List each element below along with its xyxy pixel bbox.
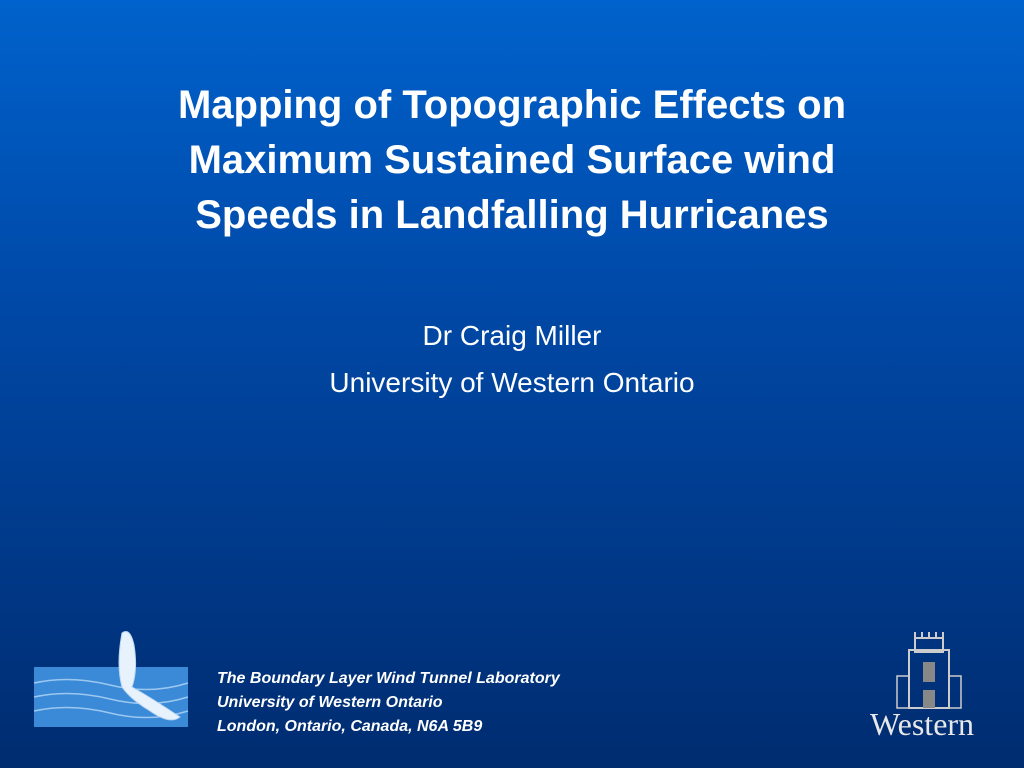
logo-text: Western: [870, 706, 975, 742]
title-line: Speeds in Landfalling Hurricanes: [195, 193, 829, 237]
wing: [948, 675, 962, 709]
footer-line: University of Western Ontario: [217, 694, 443, 711]
slide-title: Mapping of Topographic Effects on Maximu…: [0, 78, 1024, 243]
window: [923, 662, 935, 682]
wing: [896, 675, 910, 709]
footer: The Boundary Layer Wind Tunnel Laborator…: [217, 667, 560, 739]
footer-line: London, Ontario, Canada, N6A 5B9: [217, 718, 483, 735]
title-line: Mapping of Topographic Effects on: [177, 83, 847, 127]
wave: [33, 678, 189, 691]
subtitle-line: Dr Craig Miller: [422, 320, 602, 351]
samara: [118, 631, 181, 721]
title-line: Maximum Sustained Surface wind: [188, 138, 836, 182]
subtitle-line: University of Western Ontario: [329, 367, 695, 398]
lab-logo: [33, 631, 189, 727]
wave: [33, 692, 189, 705]
slide-subtitle: Dr Craig Miller University of Western On…: [0, 312, 1024, 406]
tower-icon: [896, 632, 962, 709]
footer-line: The Boundary Layer Wind Tunnel Laborator…: [217, 670, 560, 687]
battlements: [914, 632, 944, 638]
door: [923, 690, 935, 708]
